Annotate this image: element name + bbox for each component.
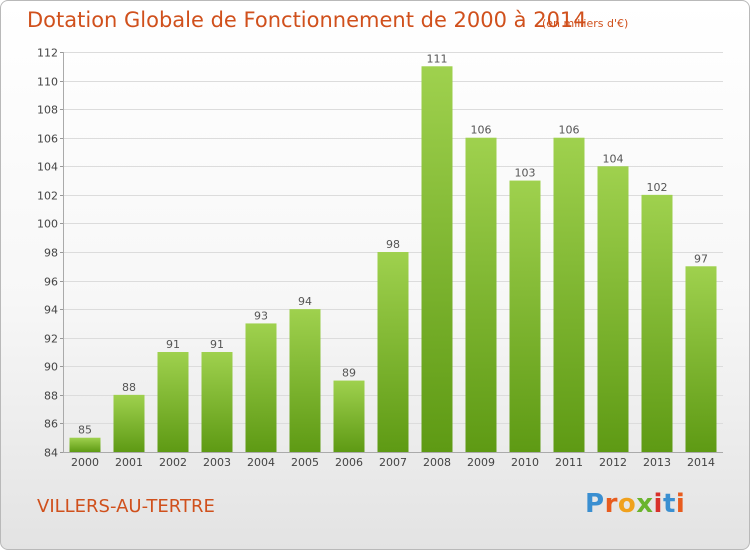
- bar-2013: [641, 194, 673, 452]
- bar-2011: [553, 137, 585, 452]
- bar-2006: [333, 380, 365, 452]
- logo-letter: r: [604, 489, 618, 519]
- data-label: 106: [471, 124, 492, 137]
- bar-2005: [289, 309, 321, 452]
- proxiti-logo: Proxiti: [585, 489, 685, 519]
- bar-2012: [597, 166, 629, 453]
- x-tick-label: 2014: [687, 456, 715, 469]
- data-label: 88: [122, 381, 136, 394]
- y-tick-label: 92: [44, 333, 58, 346]
- logo-letter: P: [585, 489, 605, 519]
- x-tick-label: 2009: [467, 456, 495, 469]
- x-tick-label: 2003: [203, 456, 231, 469]
- x-tick-label: 2010: [511, 456, 539, 469]
- y-tick-label: 112: [37, 47, 58, 60]
- bar-2002: [157, 352, 189, 452]
- x-tick-label: 2007: [379, 456, 407, 469]
- bar-2009: [465, 137, 497, 452]
- data-label: 85: [78, 424, 92, 437]
- data-label: 104: [603, 152, 624, 165]
- data-label: 93: [254, 309, 268, 322]
- y-tick-label: 88: [44, 390, 58, 403]
- bar-2008: [421, 66, 453, 453]
- y-tick-label: 100: [37, 218, 58, 231]
- y-tick-label: 86: [44, 418, 58, 431]
- y-tick-label: 90: [44, 361, 58, 374]
- x-tick-label: 2001: [115, 456, 143, 469]
- logo-letter: x: [636, 489, 654, 519]
- logo-letter: i: [653, 489, 663, 519]
- bar-2001: [113, 394, 145, 452]
- x-tick-label: 2013: [643, 456, 671, 469]
- x-tick-label: 2002: [159, 456, 187, 469]
- logo-letter: t: [662, 489, 676, 519]
- x-tick-label: 2005: [291, 456, 319, 469]
- x-tick-label: 2000: [71, 456, 99, 469]
- data-label: 106: [559, 124, 580, 137]
- y-tick-label: 98: [44, 247, 58, 260]
- y-tick-label: 96: [44, 276, 58, 289]
- data-label: 89: [342, 367, 356, 380]
- y-tick-label: 102: [37, 190, 58, 203]
- logo-letter: i: [675, 489, 686, 519]
- bar-2007: [377, 252, 409, 452]
- logo-letter: o: [617, 489, 637, 519]
- x-tick-label: 2008: [423, 456, 451, 469]
- data-label: 98: [386, 238, 400, 251]
- bar-2003: [201, 352, 233, 452]
- bar-2000: [69, 437, 101, 452]
- bar-layer: 85 88 91 91 93 94 89 98 111 106 103 106 104 102 97: [69, 52, 717, 453]
- data-label: 103: [515, 167, 536, 180]
- axis-layer: 84 86 88 90 92 94 96 98 100 102 104 106 108 110 112 200…: [37, 47, 723, 469]
- y-tick-label: 110: [37, 76, 58, 89]
- y-tick-label: 104: [37, 161, 58, 174]
- data-label: 102: [647, 181, 668, 194]
- data-label: 91: [166, 338, 180, 351]
- x-tick-label: 2006: [335, 456, 363, 469]
- chart-title: Dotation Globale de Fonctionnement de 20…: [27, 8, 587, 32]
- x-tick-label: 2012: [599, 456, 627, 469]
- y-tick-label: 84: [44, 447, 58, 460]
- chart-subtitle: (en milliers d'€): [542, 17, 629, 30]
- data-label: 97: [694, 252, 708, 265]
- y-tick-label: 108: [37, 104, 58, 117]
- data-label: 111: [427, 52, 448, 65]
- bar-2014: [685, 266, 717, 452]
- x-tick-label: 2011: [555, 456, 583, 469]
- data-label: 91: [210, 338, 224, 351]
- bar-2010: [509, 180, 541, 453]
- y-tick-label: 106: [37, 133, 58, 146]
- x-tick-label: 2004: [247, 456, 275, 469]
- data-label: 94: [298, 295, 312, 308]
- location-label: VILLERS-AU-TERTRE: [37, 496, 215, 517]
- y-tick-label: 94: [44, 304, 58, 317]
- bar-2004: [245, 323, 277, 452]
